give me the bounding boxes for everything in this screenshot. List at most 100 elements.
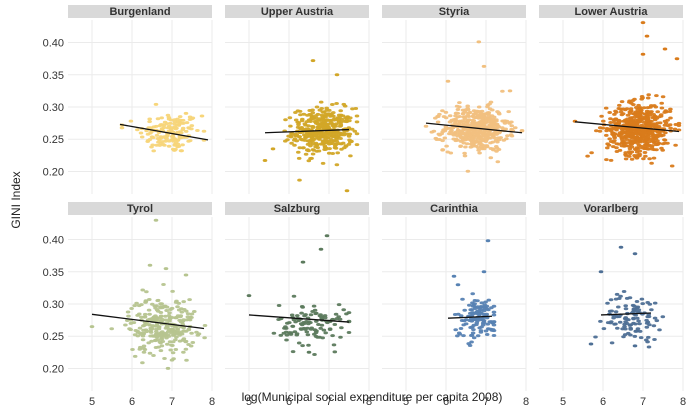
data-point [645,320,651,324]
data-point [637,152,642,156]
data-point [460,297,465,301]
data-point [618,245,624,249]
data-point [645,144,651,148]
data-point [315,112,321,116]
data-point [460,112,466,116]
data-point [645,124,651,128]
data-point [179,149,184,153]
data-point [306,350,312,354]
data-point [181,350,186,354]
data-point [304,131,310,135]
data-point [154,308,160,312]
data-point [646,345,652,349]
data-point [159,337,165,341]
y-tick-label: 0.30 [43,299,64,311]
data-point [613,109,618,113]
data-point [488,147,494,150]
data-point [175,331,181,335]
data-point [186,327,192,331]
data-point [158,315,164,318]
data-point [318,133,323,137]
data-point [326,142,332,146]
data-point [156,140,161,144]
facet-title: Salzburg [274,203,320,215]
data-point [636,103,641,107]
data-point [340,141,346,145]
data-point [332,350,338,354]
data-point [192,310,197,313]
data-point [488,141,493,145]
data-point [632,334,638,338]
data-point [462,151,467,155]
data-point [609,341,615,345]
data-point [604,129,609,133]
trend-line [425,122,523,134]
data-point [281,331,287,335]
facet-panel: Carinthia 5 6 7 8 [382,202,529,405]
data-point [471,124,477,128]
data-point [628,117,634,121]
data-point [668,126,673,130]
data-point [308,313,314,317]
data-point [153,339,158,343]
data-point [483,112,489,116]
data-point [309,326,315,330]
data-point [665,118,670,122]
data-point [454,104,460,108]
data-point [491,310,497,314]
data-point [649,145,655,149]
data-point [293,132,299,136]
data-point [183,129,189,133]
data-point [491,320,497,324]
data-point [654,319,660,323]
data-point [668,116,673,120]
data-point [270,147,276,151]
data-point [202,336,207,340]
data-point [640,131,646,135]
data-point [176,144,182,148]
data-point [623,157,629,161]
data-point [324,106,330,110]
data-point [331,111,336,115]
facet-panel: Lower Austria [539,5,684,194]
data-point [196,332,202,336]
data-point [287,321,292,325]
data-point [492,136,497,140]
data-point [181,326,186,330]
data-point [476,105,482,109]
data-point [141,328,146,332]
data-point [637,120,643,124]
data-point [300,344,305,348]
data-point [347,119,352,123]
data-point [664,110,669,114]
data-point [284,333,290,337]
data-point [453,114,458,118]
data-point [461,123,467,127]
data-point [627,111,633,115]
data-point [603,106,609,110]
data-point [142,315,148,319]
x-tick-label: 8 [680,396,686,405]
data-point [334,135,340,139]
data-point [613,322,618,326]
data-point [659,106,665,110]
data-point [318,247,324,251]
data-point [636,113,641,117]
data-point [475,309,480,313]
data-point [504,119,510,123]
data-point [489,121,494,124]
data-point [320,110,326,114]
data-point [181,300,186,304]
data-point [519,129,525,133]
facet-strip [68,202,212,215]
data-point [330,152,336,155]
data-point [645,96,651,100]
data-point [500,126,505,130]
data-point [166,328,172,332]
data-point [593,335,598,339]
data-point [152,304,158,308]
data-point [465,104,471,108]
data-point [623,304,628,308]
data-point [135,128,140,132]
data-point [189,316,194,319]
